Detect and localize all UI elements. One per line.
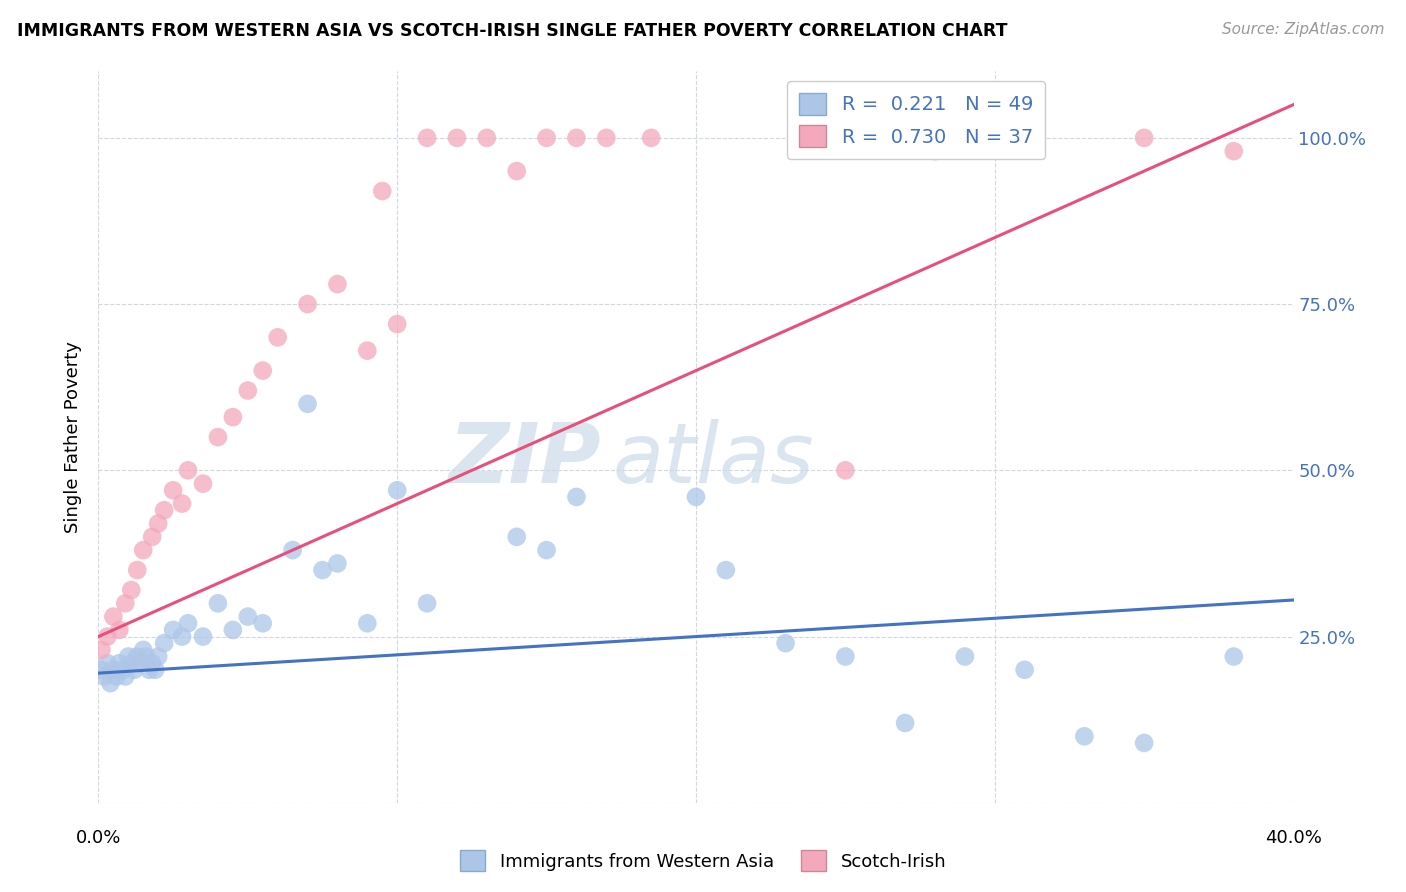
Point bbox=[356, 616, 378, 631]
Point bbox=[114, 596, 136, 610]
Point bbox=[143, 663, 166, 677]
Legend: Immigrants from Western Asia, Scotch-Irish: Immigrants from Western Asia, Scotch-Iri… bbox=[453, 843, 953, 879]
Point bbox=[148, 516, 170, 531]
Point bbox=[207, 430, 229, 444]
Point bbox=[172, 497, 194, 511]
Point bbox=[924, 144, 946, 158]
Text: Source: ZipAtlas.com: Source: ZipAtlas.com bbox=[1222, 22, 1385, 37]
Point bbox=[148, 649, 170, 664]
Point bbox=[191, 630, 214, 644]
Point bbox=[120, 656, 142, 670]
Point bbox=[385, 483, 409, 498]
Text: IMMIGRANTS FROM WESTERN ASIA VS SCOTCH-IRISH SINGLE FATHER POVERTY CORRELATION C: IMMIGRANTS FROM WESTERN ASIA VS SCOTCH-I… bbox=[17, 22, 1007, 40]
Point bbox=[326, 277, 349, 292]
Point bbox=[1133, 131, 1156, 145]
Point bbox=[127, 649, 149, 664]
Point bbox=[775, 636, 797, 650]
Point bbox=[111, 663, 134, 677]
Point bbox=[132, 543, 155, 558]
Point bbox=[252, 363, 274, 377]
Point bbox=[93, 669, 115, 683]
Point bbox=[714, 563, 737, 577]
Point bbox=[565, 490, 588, 504]
Point bbox=[132, 643, 155, 657]
Point bbox=[90, 663, 112, 677]
Point bbox=[222, 410, 245, 425]
Point bbox=[1223, 144, 1246, 158]
Point bbox=[105, 669, 128, 683]
Point bbox=[536, 131, 558, 145]
Point bbox=[96, 630, 118, 644]
Point bbox=[153, 636, 176, 650]
Point bbox=[1073, 729, 1095, 743]
Point bbox=[1133, 736, 1156, 750]
Point bbox=[177, 616, 200, 631]
Point bbox=[311, 563, 333, 577]
Point bbox=[536, 543, 558, 558]
Point bbox=[108, 656, 131, 670]
Point bbox=[297, 397, 319, 411]
Point bbox=[222, 623, 245, 637]
Point bbox=[1223, 649, 1246, 664]
Point bbox=[506, 530, 529, 544]
Text: ZIP: ZIP bbox=[447, 418, 600, 500]
Point bbox=[98, 676, 122, 690]
Point bbox=[475, 131, 498, 145]
Point bbox=[96, 656, 118, 670]
Point bbox=[124, 663, 146, 677]
Point bbox=[356, 343, 378, 358]
Point bbox=[506, 164, 529, 178]
Y-axis label: Single Father Poverty: Single Father Poverty bbox=[65, 341, 83, 533]
Point bbox=[595, 131, 617, 145]
Point bbox=[236, 609, 259, 624]
Point bbox=[297, 297, 319, 311]
Point bbox=[446, 131, 468, 145]
Point bbox=[191, 476, 214, 491]
Point bbox=[162, 483, 184, 498]
Text: 40.0%: 40.0% bbox=[1265, 830, 1322, 847]
Text: atlas: atlas bbox=[613, 418, 814, 500]
Point bbox=[236, 384, 259, 398]
Point bbox=[129, 656, 152, 670]
Point bbox=[138, 663, 160, 677]
Point bbox=[103, 609, 125, 624]
Point bbox=[385, 317, 409, 331]
Point bbox=[177, 463, 200, 477]
Point bbox=[108, 623, 131, 637]
Point bbox=[114, 669, 136, 683]
Point bbox=[127, 563, 149, 577]
Point bbox=[120, 582, 142, 597]
Point bbox=[565, 131, 588, 145]
Point bbox=[834, 649, 856, 664]
Point bbox=[281, 543, 304, 558]
Point bbox=[207, 596, 229, 610]
Point bbox=[90, 643, 112, 657]
Legend: R =  0.221   N = 49, R =  0.730   N = 37: R = 0.221 N = 49, R = 0.730 N = 37 bbox=[787, 81, 1045, 159]
Point bbox=[141, 530, 163, 544]
Point bbox=[416, 131, 439, 145]
Point bbox=[172, 630, 194, 644]
Point bbox=[1014, 663, 1036, 677]
Point bbox=[894, 716, 917, 731]
Point bbox=[416, 596, 439, 610]
Point bbox=[117, 649, 139, 664]
Point bbox=[685, 490, 707, 504]
Point bbox=[267, 330, 290, 344]
Point bbox=[640, 131, 662, 145]
Point bbox=[326, 557, 349, 571]
Point bbox=[135, 649, 157, 664]
Point bbox=[141, 656, 163, 670]
Point bbox=[153, 503, 176, 517]
Point bbox=[103, 663, 125, 677]
Point bbox=[162, 623, 184, 637]
Text: 0.0%: 0.0% bbox=[76, 830, 121, 847]
Point bbox=[252, 616, 274, 631]
Point bbox=[371, 184, 394, 198]
Point bbox=[953, 649, 976, 664]
Point bbox=[834, 463, 856, 477]
